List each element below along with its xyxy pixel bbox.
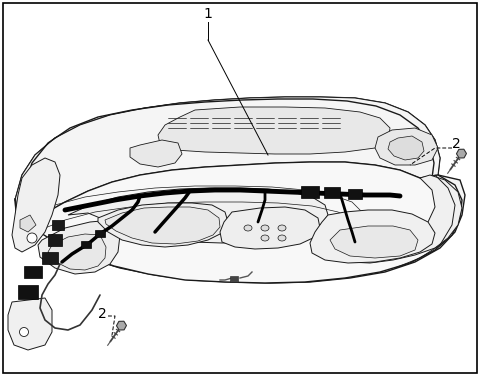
Bar	[301, 186, 319, 198]
Polygon shape	[15, 97, 440, 242]
Polygon shape	[15, 162, 462, 283]
Polygon shape	[12, 158, 60, 252]
Bar	[95, 230, 105, 237]
Bar	[81, 241, 91, 248]
Bar	[324, 187, 340, 198]
Polygon shape	[8, 298, 52, 350]
Text: 1: 1	[204, 7, 213, 21]
Polygon shape	[52, 220, 64, 230]
Ellipse shape	[261, 225, 269, 231]
Polygon shape	[20, 215, 36, 232]
Text: 2: 2	[97, 307, 107, 321]
Polygon shape	[105, 207, 220, 244]
Polygon shape	[130, 140, 182, 167]
Polygon shape	[15, 97, 465, 283]
Bar	[18, 285, 38, 299]
Bar	[348, 189, 362, 199]
Polygon shape	[42, 252, 58, 264]
Polygon shape	[375, 128, 438, 165]
Ellipse shape	[278, 235, 286, 241]
Circle shape	[20, 327, 28, 337]
Ellipse shape	[244, 225, 252, 231]
Ellipse shape	[261, 235, 269, 241]
Polygon shape	[330, 226, 418, 258]
Bar	[24, 266, 42, 278]
Polygon shape	[340, 175, 462, 263]
Polygon shape	[220, 207, 320, 249]
Polygon shape	[388, 136, 424, 160]
Polygon shape	[68, 188, 328, 243]
Polygon shape	[38, 220, 120, 274]
Circle shape	[27, 233, 37, 243]
Text: 2: 2	[452, 137, 460, 151]
Polygon shape	[48, 234, 106, 270]
Ellipse shape	[278, 225, 286, 231]
Polygon shape	[310, 210, 435, 263]
Polygon shape	[98, 203, 228, 247]
Polygon shape	[158, 107, 390, 154]
Polygon shape	[48, 234, 62, 246]
Bar	[230, 276, 238, 282]
